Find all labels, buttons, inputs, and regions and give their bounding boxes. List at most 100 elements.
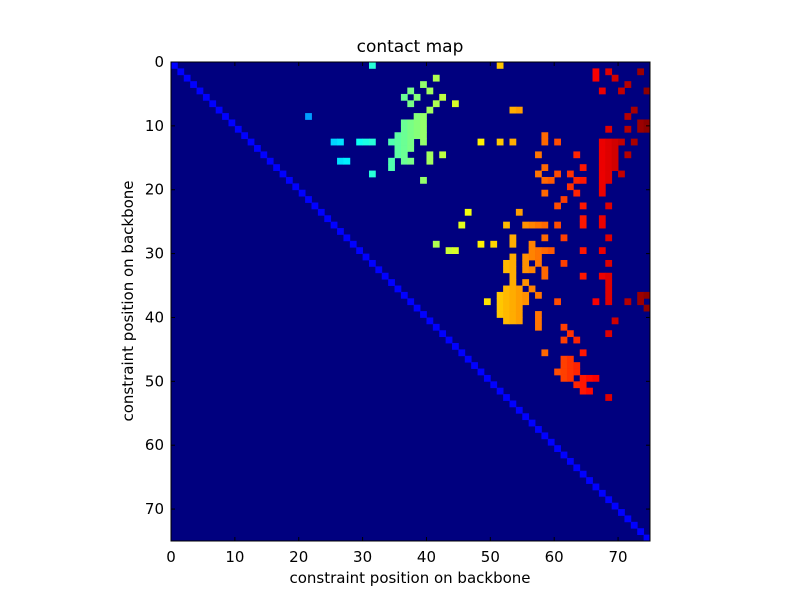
heatmap-cell <box>407 100 415 108</box>
heatmap-cell <box>637 298 645 306</box>
heatmap-cell <box>458 221 466 229</box>
heatmap-cell <box>515 291 523 299</box>
heatmap-cell <box>560 362 568 369</box>
heatmap-cell <box>432 100 440 108</box>
heatmap-cell <box>566 374 574 382</box>
heatmap-cell <box>605 68 613 76</box>
heatmap-cell <box>452 100 459 108</box>
diagonal-cell <box>311 202 319 210</box>
diagonal-cell <box>605 496 613 504</box>
heatmap-cell <box>611 157 619 165</box>
diagonal-cell <box>375 266 383 274</box>
heatmap-cell <box>420 138 427 146</box>
heatmap-cell <box>541 138 549 146</box>
diagonal-cell <box>273 164 280 171</box>
heatmap-cell <box>618 170 625 178</box>
heatmap-cell <box>368 170 376 178</box>
heatmap-cell <box>509 311 517 318</box>
heatmap-cell <box>598 247 606 254</box>
heatmap-cell <box>522 279 530 286</box>
diagonal-cell <box>228 119 236 127</box>
diagonal-cell <box>420 311 427 318</box>
heatmap-cell <box>618 138 625 146</box>
diagonal-cell <box>439 330 447 338</box>
heatmap-cell <box>637 125 645 133</box>
heatmap-cell <box>605 234 613 242</box>
chart-title: contact map <box>357 37 464 57</box>
heatmap-cell <box>528 240 536 248</box>
heatmap-cell <box>560 368 568 376</box>
heatmap-cell <box>420 119 427 127</box>
heatmap-cell <box>643 291 651 299</box>
heatmap-cell <box>522 298 530 306</box>
diagonal-cell <box>509 400 517 408</box>
diagonal-cell <box>292 183 300 191</box>
heatmap-cell <box>535 253 542 261</box>
diagonal-cell <box>362 253 370 261</box>
diagonal-cell <box>643 534 651 542</box>
heatmap-cell <box>547 247 555 254</box>
diagonal-cell <box>611 502 619 510</box>
diagonal-cell <box>579 470 587 478</box>
diagonal-cell <box>458 349 466 357</box>
heatmap-cell <box>503 221 510 229</box>
heatmap-cell <box>630 138 638 146</box>
heatmap-cell <box>509 266 517 274</box>
heatmap-cell <box>388 164 395 171</box>
heatmap-cell <box>496 62 504 69</box>
heatmap-cell <box>605 285 613 293</box>
diagonal-cell <box>234 125 242 133</box>
heatmap-cell <box>400 157 408 165</box>
x-tick-label: 70 <box>609 548 628 566</box>
heatmap-cell <box>509 234 517 242</box>
heatmap-cell <box>503 304 510 312</box>
heatmap-cell <box>496 138 504 146</box>
heatmap-cell <box>560 196 568 203</box>
heatmap-cell <box>496 311 504 318</box>
diagonal-cell <box>554 445 561 452</box>
heatmap-cell <box>503 266 510 274</box>
diagonal-cell <box>477 368 485 376</box>
heatmap-cell <box>400 125 408 133</box>
heatmap-cell <box>426 106 434 114</box>
plot-frame <box>170 61 651 542</box>
heatmap-cell <box>400 151 408 159</box>
heatmap-cell <box>509 138 517 146</box>
heatmap-cell <box>541 164 549 171</box>
heatmap-cell <box>305 113 312 120</box>
heatmap-cell <box>522 259 530 267</box>
heatmap-cell <box>509 253 517 261</box>
diagonal-cell <box>407 298 415 306</box>
heatmap-cell <box>394 151 402 159</box>
heatmap-cell <box>541 247 549 254</box>
heatmap-cell <box>394 138 402 146</box>
heatmap-cell <box>362 138 370 146</box>
heatmap-cell <box>509 291 517 299</box>
heatmap-cell <box>528 266 536 274</box>
heatmap-cell <box>573 151 581 159</box>
heatmap-cell <box>598 272 606 280</box>
y-tick-label: 0 <box>154 53 164 71</box>
heatmap-cell <box>515 304 523 312</box>
heatmap-cell <box>413 113 421 120</box>
heatmap-cell <box>477 138 485 146</box>
heatmap-cell <box>605 394 613 401</box>
heatmap-cell <box>541 221 549 229</box>
heatmap-cell <box>528 253 536 261</box>
heatmap-cell <box>573 381 581 389</box>
heatmap-cell <box>452 247 459 254</box>
heatmap-cell <box>420 132 427 140</box>
heatmap-cell <box>560 374 568 382</box>
heatmap-cell <box>579 381 587 389</box>
heatmap-cell <box>643 119 651 127</box>
heatmap-cell <box>420 81 427 88</box>
heatmap-cell <box>605 164 613 171</box>
heatmap-cell <box>598 183 606 191</box>
heatmap-cell <box>535 170 542 178</box>
heatmap-cell <box>426 151 434 159</box>
heatmap-cell <box>535 323 542 331</box>
heatmap-cell <box>579 247 587 254</box>
diagonal-cell <box>618 509 625 516</box>
heatmap-cell <box>554 170 561 178</box>
heatmap-cell <box>535 221 542 229</box>
